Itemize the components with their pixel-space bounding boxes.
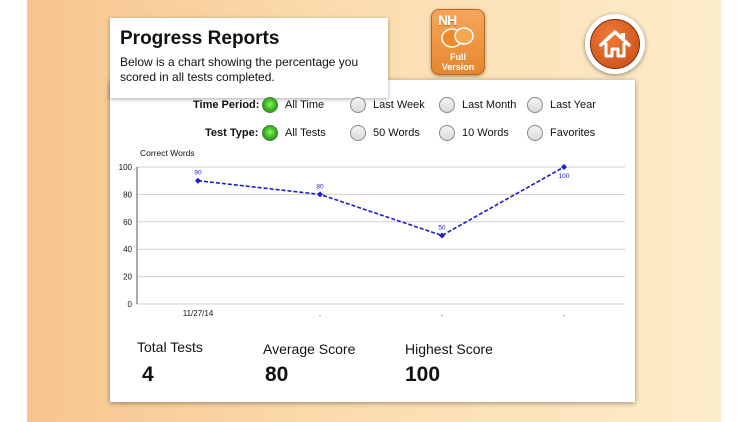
progress-chart: Correct Words 0 20 40 60 80 100 11/27/14.. . 90 80… — [119, 148, 625, 318]
y-tick-label: 60 — [123, 218, 132, 227]
series-line — [197, 166, 565, 237]
x-tick-label: . — [319, 309, 321, 318]
highest-score-label: Highest Score — [405, 341, 493, 357]
test-type-favorites[interactable]: Favorites — [527, 124, 595, 142]
report-card — [110, 80, 635, 402]
y-tick-label: 80 — [123, 190, 132, 199]
data-label: 90 — [194, 170, 202, 177]
radio-button[interactable] — [350, 97, 366, 113]
radio-button[interactable] — [439, 97, 455, 113]
home-button[interactable] — [585, 14, 645, 74]
y-axis-label: Correct Words — [140, 148, 195, 158]
data-point — [317, 191, 323, 198]
average-score-value: 80 — [265, 363, 289, 386]
radio-button[interactable] — [527, 97, 543, 113]
home-icon — [599, 30, 631, 58]
header-card — [110, 18, 388, 98]
page-description: Below is a chart showing the percentage … — [120, 55, 359, 84]
data-point — [195, 177, 201, 184]
average-score-label: Average Score — [263, 341, 356, 357]
radio-button[interactable] — [527, 125, 543, 141]
header-card-join — [110, 78, 388, 84]
x-tick-label: 11/27/14 — [183, 309, 214, 318]
time-period-last-year[interactable]: Last Year — [527, 96, 596, 114]
data-point — [561, 164, 567, 170]
full-version-button[interactable]: NH Full Version — [431, 9, 485, 75]
time-period-last-week[interactable]: Last Week — [350, 96, 425, 114]
speech-bubbles-icon — [441, 27, 474, 48]
y-tick-label: 20 — [123, 273, 132, 282]
data-label: 100 — [559, 173, 570, 180]
radio-button[interactable] — [262, 125, 278, 141]
test-type-label: Test Type: — [205, 127, 259, 139]
full-version-caption: Full Version — [441, 52, 475, 72]
radio-button[interactable] — [262, 97, 278, 113]
y-tick-label: 100 — [119, 163, 133, 172]
total-tests-label: Total Tests — [137, 339, 203, 355]
radio-button[interactable] — [439, 125, 455, 141]
data-label: 80 — [316, 183, 324, 190]
y-tick-label: 40 — [123, 245, 132, 254]
test-type-all-tests[interactable]: All Tests — [262, 124, 326, 142]
highest-score-value: 100 — [405, 363, 441, 386]
time-period-last-month[interactable]: Last Month — [439, 96, 516, 114]
y-tick-label: 0 — [128, 300, 133, 309]
x-tick-label: . — [441, 309, 443, 318]
test-type-10-words[interactable]: 10 Words — [439, 124, 509, 142]
data-point — [439, 232, 445, 239]
total-tests-value: 4 — [142, 363, 154, 386]
radio-button[interactable] — [350, 125, 366, 141]
data-label: 50 — [438, 225, 446, 232]
time-period-all-time[interactable]: All Time — [262, 96, 324, 114]
test-type-50-words[interactable]: 50 Words — [350, 124, 420, 142]
app-logo-text: NH — [438, 12, 457, 28]
x-tick-label: . — [563, 309, 565, 318]
page-title: Progress Reports — [120, 28, 280, 49]
home-button-face — [590, 19, 640, 69]
time-period-label: Time Period: — [193, 99, 260, 111]
